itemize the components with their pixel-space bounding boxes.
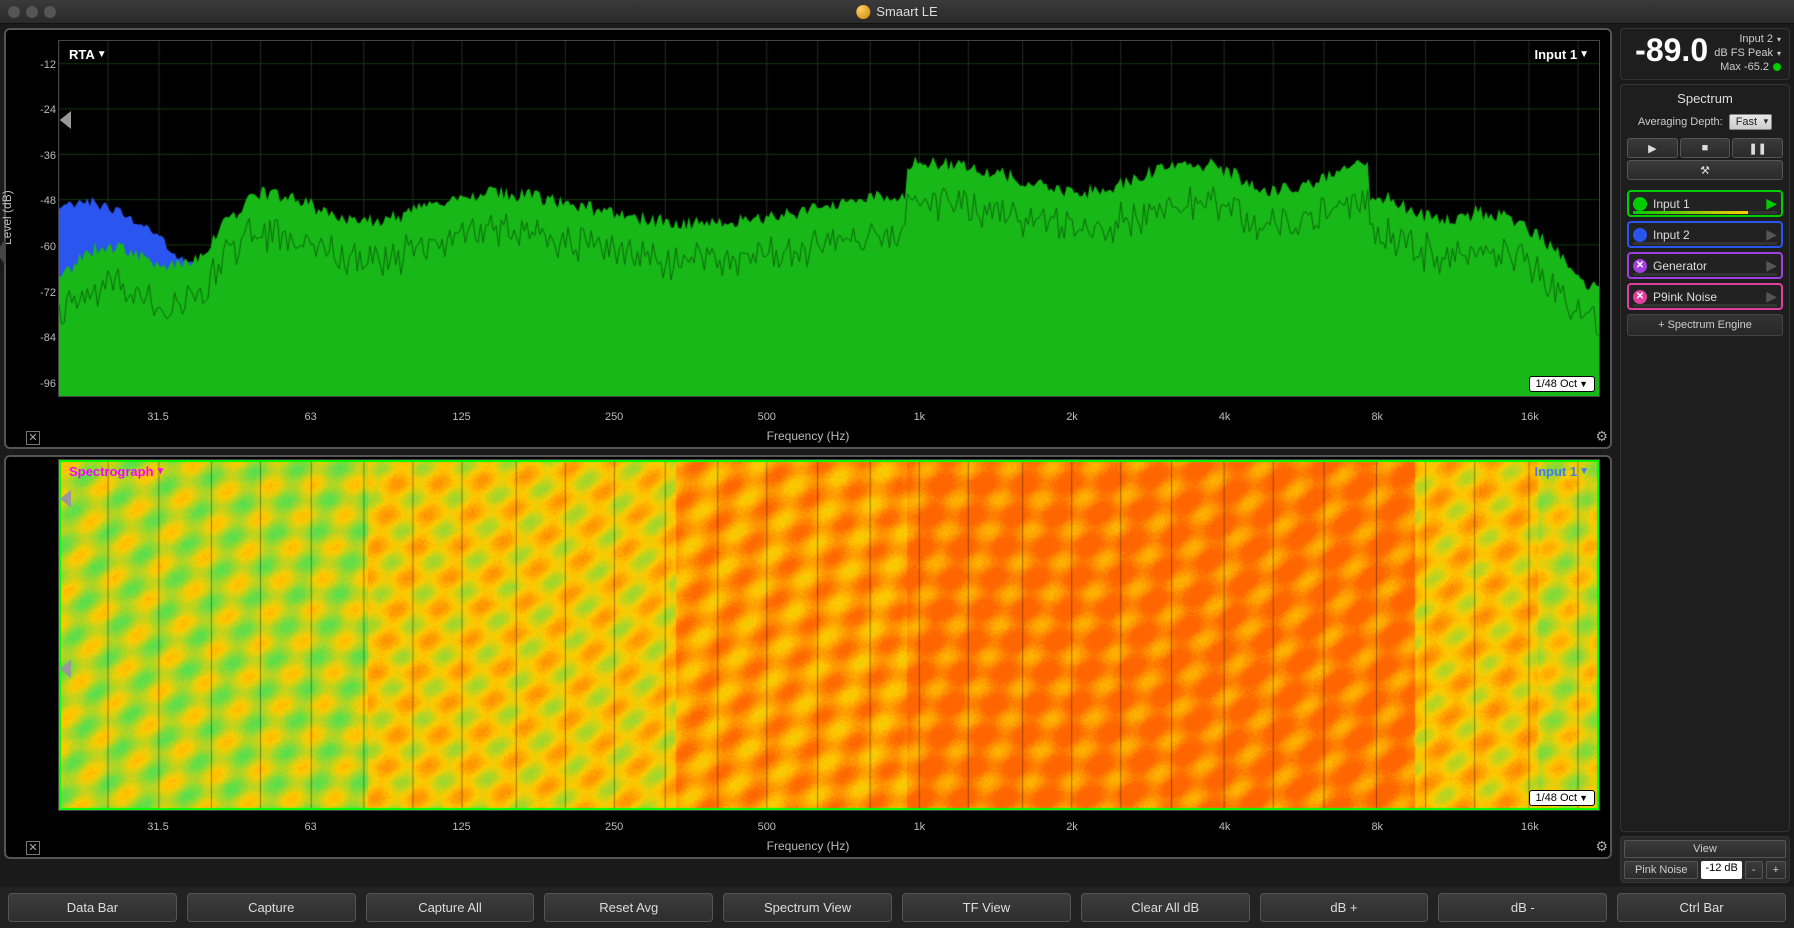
rta-mode-label[interactable]: RTA▼: [69, 47, 107, 62]
spectrum-section: Spectrum Averaging Depth: Fast ▶ ■ ❚❚ ⚒ …: [1620, 84, 1790, 832]
spectrogram-input-label[interactable]: Input 1▼: [1534, 464, 1589, 479]
input-play-icon[interactable]: ▶: [1766, 257, 1777, 274]
spectrogram-area[interactable]: Spectrograph▼ Input 1▼ 1/48 Oct▼: [58, 459, 1600, 811]
stop-button[interactable]: ■: [1680, 138, 1731, 158]
titlebar: Smaart LE: [0, 0, 1794, 24]
tf-view-button[interactable]: TF View: [902, 893, 1071, 922]
averaging-label: Averaging Depth:: [1638, 116, 1723, 128]
add-spectrum-engine-button[interactable]: + Spectrum Engine: [1627, 314, 1783, 336]
db-+-button[interactable]: dB +: [1260, 893, 1429, 922]
spectrogram-frame: Spectrograph▼ Input 1▼ 1/48 Oct▼ 31.5631…: [4, 455, 1612, 859]
meter-level-readout: -89.0: [1629, 33, 1714, 68]
spectrogram-mode-label[interactable]: Spectrograph▼: [69, 464, 165, 479]
spectrum-view-button[interactable]: Spectrum View: [723, 893, 892, 922]
bottom-toolbar: Data Bar Capture Capture All Reset Avg Spect…: [0, 887, 1794, 928]
input-row-input-1[interactable]: Input 1 ▶: [1627, 190, 1783, 217]
spectrum-section-title: Spectrum: [1627, 91, 1783, 106]
capture-all-button[interactable]: Capture All: [366, 893, 535, 922]
spectrogram-settings-icon[interactable]: ⚙: [1595, 838, 1608, 855]
view-bar: View Pink Noise -12 dB - +: [1620, 836, 1790, 883]
close-window-icon[interactable]: [8, 6, 20, 18]
rta-plot-area[interactable]: RTA▼ Input 1▼ 1/48 Oct▼: [58, 40, 1600, 397]
clear-all-db-button[interactable]: Clear All dB: [1081, 893, 1250, 922]
input-label: Generator: [1653, 259, 1760, 273]
input-color-dot: ✕: [1633, 290, 1647, 304]
spectrogram-close-button[interactable]: ✕: [26, 841, 40, 855]
meter-scale-select[interactable]: dB FS Peak▾: [1714, 47, 1781, 59]
play-button[interactable]: ▶: [1627, 138, 1678, 158]
input-color-dot: [1633, 197, 1647, 211]
pink-noise-button[interactable]: Pink Noise: [1624, 861, 1698, 879]
rta-close-button[interactable]: ✕: [26, 431, 40, 445]
input-label: Input 1: [1653, 197, 1760, 211]
input-row-generator[interactable]: ✕ Generator ▶: [1627, 252, 1783, 279]
input-play-icon[interactable]: ▶: [1766, 288, 1777, 305]
input-row-p9ink-noise[interactable]: ✕ P9ink Noise ▶: [1627, 283, 1783, 310]
input-play-icon[interactable]: ▶: [1766, 226, 1777, 243]
window-title: Smaart LE: [876, 4, 937, 19]
meter-input-select[interactable]: Input 2▾: [1714, 33, 1781, 45]
rta-x-axis: 31.5631252505001k2k4k8k16k: [58, 411, 1600, 427]
noise-minus-button[interactable]: -: [1745, 861, 1763, 879]
capture-button[interactable]: Capture: [187, 893, 356, 922]
rta-input-label[interactable]: Input 1▼: [1534, 47, 1589, 62]
spectrogram-x-axis-label: Frequency (Hz): [767, 839, 850, 853]
reset-avg-button[interactable]: Reset Avg: [544, 893, 713, 922]
right-panel: -89.0 Input 2▾ dB FS Peak▾ Max -65.2 Spe…: [1616, 24, 1794, 887]
view-button[interactable]: View: [1624, 840, 1786, 858]
rta-x-axis-label: Frequency (Hz): [767, 429, 850, 443]
spectrogram-x-axis: 31.5631252505001k2k4k8k16k: [58, 821, 1600, 837]
app-icon: [856, 5, 870, 19]
zoom-window-icon[interactable]: [44, 6, 56, 18]
input-color-dot: ✕: [1633, 259, 1647, 273]
data-bar-button[interactable]: Data Bar: [8, 893, 177, 922]
rta-y-axis-label: Level (dB): [0, 191, 14, 246]
noise-plus-button[interactable]: +: [1766, 861, 1786, 879]
input-row-input-2[interactable]: Input 2 ▶: [1627, 221, 1783, 248]
rta-expand-handle[interactable]: [0, 238, 6, 266]
spectrogram-resolution-select[interactable]: 1/48 Oct▼: [1529, 790, 1596, 806]
input-color-dot: [1633, 228, 1647, 242]
pause-button[interactable]: ❚❚: [1732, 138, 1783, 158]
rta-settings-icon[interactable]: ⚙: [1595, 428, 1608, 445]
db---button[interactable]: dB -: [1438, 893, 1607, 922]
input-label: P9ink Noise: [1653, 290, 1760, 304]
input-play-icon[interactable]: ▶: [1766, 195, 1777, 212]
ctrl-bar-button[interactable]: Ctrl Bar: [1617, 893, 1786, 922]
rta-plot-frame: Level (dB) RTA▼ Input 1▼ 1/48 Oct▼ 31.56…: [4, 28, 1612, 449]
level-meter: -89.0 Input 2▾ dB FS Peak▾ Max -65.2: [1620, 28, 1790, 80]
averaging-select[interactable]: Fast: [1729, 114, 1772, 130]
tools-button[interactable]: ⚒: [1627, 160, 1783, 180]
input-label: Input 2: [1653, 228, 1760, 242]
rta-resolution-select[interactable]: 1/48 Oct▼: [1529, 376, 1596, 392]
noise-level-readout: -12 dB: [1701, 861, 1741, 879]
minimize-window-icon[interactable]: [26, 6, 38, 18]
meter-max-readout: Max -65.2: [1714, 61, 1781, 73]
